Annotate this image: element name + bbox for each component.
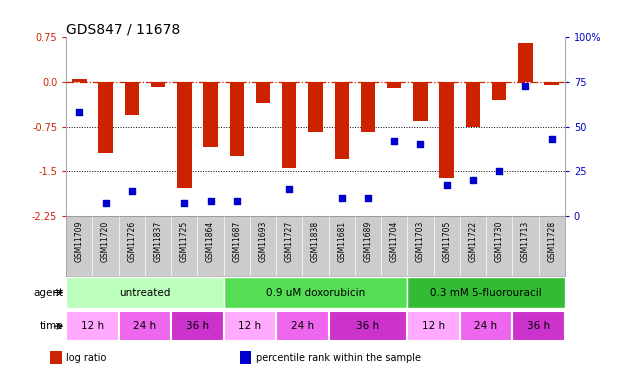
Text: agent: agent [33, 288, 63, 297]
Bar [460, 311, 512, 341]
Text: log ratio: log ratio [66, 352, 107, 363]
Point [206, 198, 216, 204]
Bar [177, 82, 192, 188]
Bar [413, 82, 428, 121]
Point [415, 141, 425, 147]
Text: 24 h: 24 h [291, 321, 314, 331]
Text: GSM11703: GSM11703 [416, 220, 425, 262]
Point [442, 182, 452, 188]
Bar [492, 82, 506, 100]
Text: 0.3 mM 5-fluorouracil: 0.3 mM 5-fluorouracil [430, 288, 542, 297]
Text: GSM11687: GSM11687 [232, 220, 241, 262]
Text: 36 h: 36 h [186, 321, 209, 331]
Bar [334, 82, 349, 159]
Text: GSM11726: GSM11726 [127, 220, 136, 262]
Bar [408, 311, 460, 341]
Text: 36 h: 36 h [527, 321, 550, 331]
Text: 0.9 uM doxorubicin: 0.9 uM doxorubicin [266, 288, 365, 297]
Text: GSM11725: GSM11725 [180, 220, 189, 262]
Text: GSM11705: GSM11705 [442, 220, 451, 262]
Bar [276, 311, 329, 341]
Bar [240, 351, 251, 364]
Text: GSM11727: GSM11727 [285, 220, 294, 262]
Bar [119, 311, 171, 341]
Bar [125, 82, 139, 115]
Text: GSM11720: GSM11720 [101, 220, 110, 262]
Bar [309, 82, 322, 132]
Text: GSM11713: GSM11713 [521, 220, 530, 262]
Text: GSM11693: GSM11693 [259, 220, 268, 262]
Point [232, 198, 242, 204]
Point [74, 109, 85, 115]
Point [100, 200, 110, 206]
Bar [466, 82, 480, 126]
Point [494, 168, 504, 174]
Bar [50, 351, 62, 364]
Bar [408, 278, 565, 308]
Bar [282, 82, 297, 168]
Text: GSM11838: GSM11838 [311, 220, 320, 261]
Bar [98, 82, 113, 153]
Point [337, 195, 347, 201]
Bar [171, 311, 223, 341]
Text: 12 h: 12 h [81, 321, 104, 331]
Text: GSM11681: GSM11681 [337, 220, 346, 261]
Bar [256, 82, 270, 103]
Bar [223, 311, 276, 341]
Bar [439, 82, 454, 178]
Text: GSM11689: GSM11689 [363, 220, 372, 262]
Text: GSM11722: GSM11722 [468, 220, 478, 261]
Text: GSM11728: GSM11728 [547, 220, 556, 261]
Point [284, 186, 294, 192]
Point [363, 195, 373, 201]
Bar [545, 82, 559, 85]
Text: GSM11864: GSM11864 [206, 220, 215, 262]
Point [546, 136, 557, 142]
Text: GSM11709: GSM11709 [75, 220, 84, 262]
Text: 12 h: 12 h [422, 321, 445, 331]
Bar [387, 82, 401, 88]
Text: GSM11704: GSM11704 [390, 220, 399, 262]
Bar [151, 82, 165, 87]
Point [179, 200, 189, 206]
Text: GSM11837: GSM11837 [153, 220, 163, 262]
Text: untreated: untreated [119, 288, 170, 297]
Bar [203, 82, 218, 147]
Bar [361, 82, 375, 132]
Point [468, 177, 478, 183]
Bar [329, 311, 408, 341]
Text: GDS847 / 11678: GDS847 / 11678 [66, 22, 180, 36]
Text: GSM11730: GSM11730 [495, 220, 504, 262]
Bar [66, 278, 223, 308]
Point [521, 82, 531, 88]
Point [389, 138, 399, 144]
Bar [223, 278, 408, 308]
Point [127, 188, 137, 194]
Bar [66, 311, 119, 341]
Text: 24 h: 24 h [133, 321, 156, 331]
Text: 24 h: 24 h [475, 321, 498, 331]
Text: percentile rank within the sample: percentile rank within the sample [256, 352, 420, 363]
Text: 12 h: 12 h [239, 321, 261, 331]
Text: time: time [40, 321, 63, 331]
Bar [72, 79, 86, 82]
Bar [518, 44, 533, 82]
Bar [512, 311, 565, 341]
Bar [230, 82, 244, 156]
Text: 36 h: 36 h [357, 321, 379, 331]
